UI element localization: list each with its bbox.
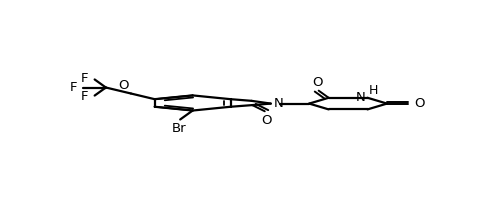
- Text: N: N: [356, 91, 365, 104]
- Text: F: F: [81, 90, 88, 103]
- Text: N: N: [274, 97, 283, 110]
- Text: O: O: [312, 76, 323, 89]
- Text: F: F: [81, 72, 88, 85]
- Text: H: H: [368, 84, 378, 97]
- Text: O: O: [118, 79, 128, 92]
- Text: Br: Br: [172, 122, 186, 135]
- Text: O: O: [262, 114, 272, 127]
- Text: F: F: [70, 81, 78, 94]
- Text: O: O: [414, 97, 424, 110]
